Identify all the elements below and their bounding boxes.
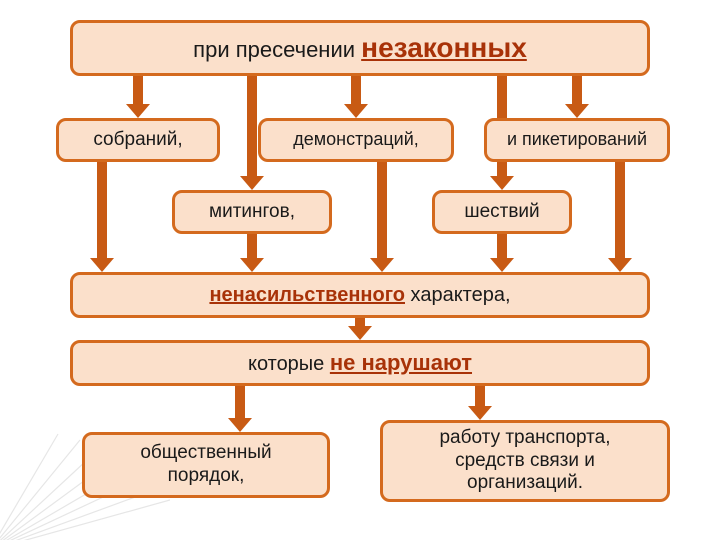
box-shestviy: шествий bbox=[432, 190, 572, 234]
box-transport: работу транспорта, средств связи и орган… bbox=[380, 420, 670, 502]
emph: ненасильственного bbox=[209, 284, 405, 306]
label: митингов, bbox=[209, 201, 295, 224]
diagram-canvas: { "colors": { "box_fill": "#fbe0cb", "bo… bbox=[0, 0, 720, 540]
line3: организаций. bbox=[467, 472, 583, 493]
emph: не нарушают bbox=[330, 350, 472, 375]
box-ne-narushayut: которые не нарушают bbox=[70, 340, 650, 386]
plain: которые bbox=[248, 353, 330, 375]
title-plain: при пресечении bbox=[193, 37, 361, 62]
line2: средств связи и bbox=[455, 450, 595, 471]
title-emph: незаконных bbox=[361, 32, 527, 63]
box-nenasilstvennogo: ненасильственного характера, bbox=[70, 272, 650, 318]
box-sobraniy: собраний, bbox=[56, 118, 220, 162]
line1: работу транспорта, bbox=[439, 427, 610, 448]
box-title: при пресечении незаконных bbox=[70, 20, 650, 76]
line1: общественный bbox=[140, 442, 271, 463]
box-demonstratsiy: демонстраций, bbox=[258, 118, 454, 162]
label: собраний, bbox=[93, 129, 182, 152]
box-mitingov: митингов, bbox=[172, 190, 332, 234]
label: демонстраций, bbox=[293, 129, 419, 151]
box-piketirovaniy: и пикетирований bbox=[484, 118, 670, 162]
label: шествий bbox=[464, 201, 539, 224]
label: и пикетирований bbox=[507, 129, 647, 151]
plain: характера, bbox=[405, 284, 511, 306]
box-poryadok: общественный порядок, bbox=[82, 432, 330, 498]
line2: порядок, bbox=[168, 465, 245, 486]
